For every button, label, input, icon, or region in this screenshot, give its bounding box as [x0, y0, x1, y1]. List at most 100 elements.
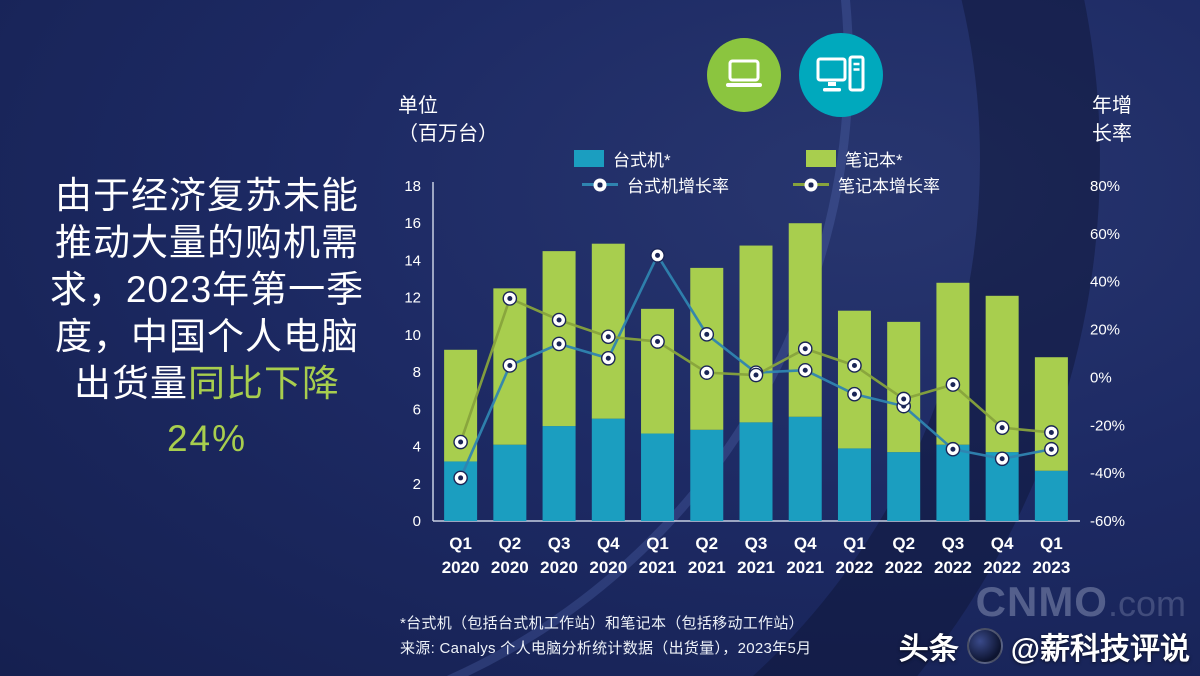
x-tick-quarter-label: Q3 [942, 534, 965, 553]
x-tick-quarter-label: Q4 [794, 534, 817, 553]
legend-label-desktop-growth: 台式机增长率 [627, 177, 729, 196]
growth-point-center [901, 396, 907, 402]
byline: 头条 @薪科技评说 [899, 624, 1190, 668]
x-tick-quarter-label: Q2 [695, 534, 718, 553]
legend-line-marker-icon [582, 178, 618, 191]
x-tick-year-label: 2020 [540, 558, 578, 577]
legend-dot-icon [593, 178, 607, 191]
bar-segment-desktop [837, 448, 871, 521]
y-left-tick-label: 12 [404, 290, 421, 307]
x-tick-quarter-label: Q1 [646, 534, 669, 553]
watermark-suffix: .com [1107, 583, 1186, 624]
growth-point-center [999, 425, 1005, 431]
bar-segment-desktop [788, 416, 822, 521]
author-avatar [966, 628, 1003, 664]
byline-handle: @薪科技评说 [1010, 633, 1190, 666]
legend-item-desktop: 台式机* [574, 146, 671, 171]
desktop-icon [799, 33, 883, 117]
headline-white-segment: 出货量 [74, 363, 188, 404]
growth-point-center [950, 382, 956, 388]
growth-point-center [507, 362, 513, 368]
byline-platform: 头条 [898, 633, 959, 666]
desktop-glyph [816, 55, 865, 92]
x-tick-quarter-label: Q2 [892, 534, 915, 553]
x-tick-quarter-label: Q3 [745, 534, 768, 553]
y-left-tick-label: 2 [413, 476, 421, 493]
bar-segment-desktop [641, 433, 675, 521]
growth-point-center [851, 391, 857, 397]
growth-point-center [605, 355, 611, 361]
right-axis-title: 年增 长率 [1092, 92, 1132, 148]
x-tick-year-label: 2021 [639, 558, 677, 577]
bar-segment-desktop [936, 444, 970, 521]
y-right-tick-label: -20% [1090, 417, 1125, 434]
x-tick-year-label: 2022 [934, 558, 972, 577]
legend-item-notebook-growth: 笔记本增长率 [793, 172, 940, 197]
legend-swatch-desktop [574, 150, 604, 167]
cnmo-watermark: CNMO.com [976, 578, 1186, 626]
growth-point-center [655, 339, 661, 345]
growth-point-center [556, 317, 562, 323]
headline-percentage: 24% [166, 418, 248, 459]
x-tick-quarter-label: Q1 [449, 534, 472, 553]
bar-segment-desktop [690, 429, 724, 521]
x-tick-year-label: 2020 [442, 558, 480, 577]
bar-segment-desktop [444, 461, 478, 521]
growth-point-center [655, 252, 661, 258]
x-tick-year-label: 2022 [983, 558, 1021, 577]
bar-segment-notebook [690, 267, 724, 430]
y-left-tick-label: 14 [404, 252, 421, 269]
legend-swatch-notebook [806, 150, 836, 167]
headline: 由于经济复苏未能 推动大量的购机需 求，2023年第一季 度，中国个人电脑 出货… [14, 172, 400, 462]
legend-item-desktop-growth: 台式机增长率 [582, 172, 729, 197]
legend-label-desktop: 台式机* [613, 151, 671, 170]
growth-point-center [851, 362, 857, 368]
bar-segment-desktop [542, 426, 576, 521]
bar-segment-desktop [887, 452, 921, 521]
y-left-tick-label: 16 [404, 215, 421, 232]
x-tick-year-label: 2023 [1032, 558, 1070, 577]
x-tick-year-label: 2021 [786, 558, 824, 577]
y-right-tick-label: -60% [1090, 513, 1125, 530]
y-right-tick-label: 0% [1090, 369, 1112, 386]
x-tick-quarter-label: Q2 [499, 534, 522, 553]
y-right-tick-label: 60% [1090, 226, 1120, 243]
bar-segment-desktop [591, 418, 625, 521]
legend-line-marker-icon [793, 178, 829, 191]
growth-point-center [507, 295, 513, 301]
headline-highlight-segment: 同比下降 [188, 363, 340, 404]
x-tick-year-label: 2020 [589, 558, 627, 577]
watermark-brand: CNMO [975, 578, 1108, 625]
bar-segment-desktop [1034, 470, 1068, 521]
bar-segment-desktop [493, 444, 527, 521]
laptop-glyph [726, 59, 762, 87]
bar-segment-desktop [739, 422, 773, 521]
headline-line: 出货量同比下降 [14, 360, 400, 407]
y-left-tick-label: 0 [413, 513, 421, 530]
headline-line: 度，中国个人电脑 [55, 316, 359, 357]
x-tick-year-label: 2022 [836, 558, 874, 577]
growth-point-center [704, 331, 710, 337]
headline-line: 推动大量的购机需 [55, 222, 359, 263]
bar-segment-notebook [887, 321, 921, 453]
bar-segment-notebook [837, 310, 871, 449]
growth-point-center [458, 475, 464, 481]
x-tick-quarter-label: Q3 [548, 534, 571, 553]
y-left-tick-label: 18 [404, 178, 421, 195]
headline-line: 求，2023年第一季 [49, 269, 365, 310]
right-axis-title-line2: 长率 [1092, 123, 1132, 145]
bar-segment-notebook [788, 223, 822, 417]
bar-segment-notebook [936, 282, 970, 445]
y-left-tick-label: 8 [413, 364, 421, 381]
growth-point-center [556, 341, 562, 347]
laptop-icon [707, 38, 781, 112]
y-right-tick-label: -40% [1090, 465, 1125, 482]
growth-point-center [753, 372, 759, 378]
growth-point-center [1048, 446, 1054, 452]
x-tick-quarter-label: Q1 [843, 534, 866, 553]
x-tick-quarter-label: Q4 [991, 534, 1014, 553]
growth-point-center [999, 456, 1005, 462]
y-right-tick-label: 80% [1090, 178, 1120, 195]
growth-point-center [802, 367, 808, 373]
